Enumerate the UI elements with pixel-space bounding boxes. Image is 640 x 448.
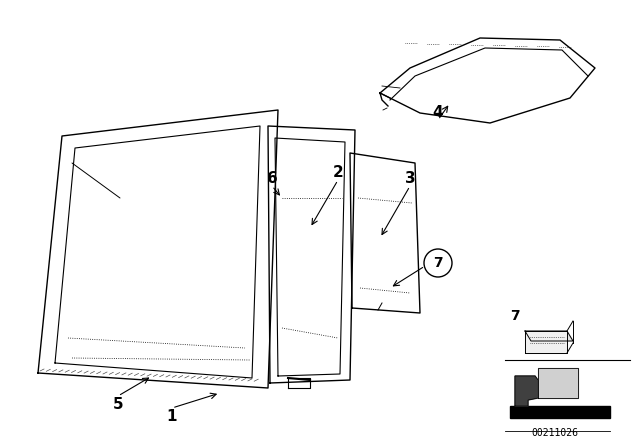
Text: 3: 3: [404, 171, 415, 185]
Text: 7: 7: [510, 309, 520, 323]
Polygon shape: [525, 331, 573, 341]
Text: 5: 5: [113, 396, 124, 412]
Polygon shape: [525, 331, 567, 353]
Text: 4: 4: [433, 104, 444, 120]
Text: 7: 7: [433, 256, 443, 270]
Polygon shape: [538, 368, 578, 398]
Text: 6: 6: [267, 171, 277, 185]
Text: 00211026: 00211026: [531, 428, 579, 438]
Text: 1: 1: [167, 409, 177, 423]
Text: 2: 2: [333, 164, 344, 180]
Bar: [510, 406, 610, 418]
Polygon shape: [515, 376, 538, 406]
